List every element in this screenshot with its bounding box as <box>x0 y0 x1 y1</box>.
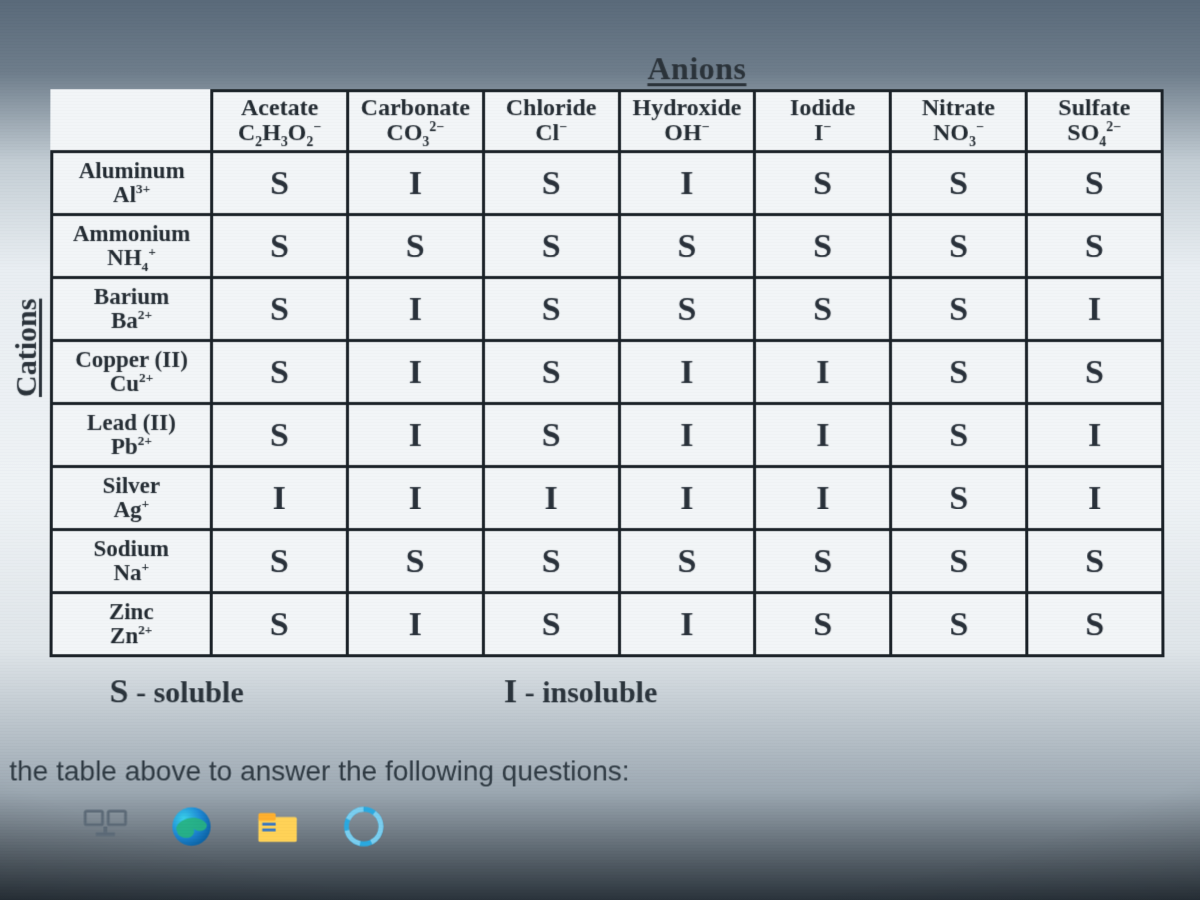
solubility-cell: I <box>347 278 483 341</box>
solubility-cell: S <box>619 215 755 278</box>
solubility-cell: S <box>891 278 1027 341</box>
cortana-icon[interactable] <box>338 801 390 853</box>
solubility-cell: S <box>755 593 891 656</box>
solubility-cell: S <box>891 530 1027 593</box>
anions-heading: Anions <box>50 50 1163 87</box>
solubility-cell: I <box>619 152 755 215</box>
cation-header: SodiumNa+ <box>51 530 211 593</box>
table-row: AmmoniumNH4+SSSSSSS <box>52 215 1163 278</box>
solubility-cell: S <box>891 404 1027 467</box>
solubility-cell: S <box>211 404 347 467</box>
solubility-cell: I <box>755 404 891 467</box>
solubility-cell: I <box>1026 278 1162 341</box>
table-row: Lead (II)Pb2+SISIISI <box>51 404 1162 467</box>
question-prompt: the table above to answer the following … <box>9 756 1164 788</box>
legend: S - soluble I - insoluble <box>110 674 1165 712</box>
solubility-cell: S <box>1027 530 1163 593</box>
solubility-cell: I <box>619 467 755 530</box>
solubility-cell: S <box>483 278 619 341</box>
solubility-cell: S <box>891 152 1027 215</box>
task-view-icon[interactable] <box>79 801 131 853</box>
solubility-cell: S <box>755 152 891 215</box>
solubility-cell: I <box>347 152 483 215</box>
table-row: ZincZn2+SISISSS <box>51 593 1163 656</box>
anion-header: Carbonate CO32− <box>347 91 483 152</box>
solubility-cell: S <box>891 341 1027 404</box>
table-row: Copper (II)Cu2+SISIISS <box>51 341 1162 404</box>
table-row: AluminumAl3+SISISSS <box>52 152 1163 215</box>
solubility-cell: S <box>483 530 619 593</box>
solubility-cell: S <box>619 530 755 593</box>
cation-header: BariumBa2+ <box>52 278 212 341</box>
table-row: SodiumNa+SSSSSSS <box>51 530 1163 593</box>
cation-header: SilverAg+ <box>51 467 211 530</box>
solubility-cell: S <box>211 341 347 404</box>
solubility-cell: I <box>347 593 483 656</box>
solubility-cell: S <box>755 530 891 593</box>
solubility-cell: S <box>211 530 347 593</box>
solubility-cell: I <box>347 467 483 530</box>
solubility-cell: I <box>211 467 347 530</box>
edge-browser-icon[interactable] <box>165 801 217 853</box>
solubility-cell: S <box>891 593 1027 656</box>
solubility-cell: I <box>1027 467 1163 530</box>
anion-header-row: Acetate C2H3O2− Carbonate CO32− Chloride… <box>52 91 1162 152</box>
solubility-cell: S <box>483 404 619 467</box>
solubility-cell: I <box>483 467 619 530</box>
solubility-cell: S <box>891 467 1027 530</box>
solubility-cell: S <box>755 278 891 341</box>
solubility-cell: S <box>347 215 483 278</box>
solubility-cell: S <box>1027 341 1163 404</box>
legend-insoluble: I - insoluble <box>504 674 657 712</box>
solubility-cell: I <box>755 467 891 530</box>
table-row: BariumBa2+SISSSSI <box>52 278 1163 341</box>
cation-header: ZincZn2+ <box>51 593 211 656</box>
anion-header: Chloride Cl− <box>483 91 619 152</box>
anion-header: Iodide I− <box>755 91 891 152</box>
solubility-cell: S <box>619 278 755 341</box>
anion-header: Sulfate SO42− <box>1026 91 1162 152</box>
solubility-table: Acetate C2H3O2− Carbonate CO32− Chloride… <box>50 89 1165 657</box>
corner-cell <box>52 91 212 152</box>
solubility-cell: S <box>211 593 347 656</box>
solubility-cell: S <box>483 593 619 656</box>
solubility-cell: S <box>891 215 1027 278</box>
solubility-cell: I <box>347 404 483 467</box>
solubility-cell: S <box>483 152 619 215</box>
anion-header: Acetate C2H3O2− <box>212 91 348 152</box>
anion-header: Hydroxide OH− <box>619 91 755 152</box>
cation-header: AmmoniumNH4+ <box>52 215 212 278</box>
cation-header: Copper (II)Cu2+ <box>51 341 211 404</box>
solubility-cell: S <box>212 278 348 341</box>
solubility-cell: S <box>1026 152 1162 215</box>
solubility-cell: I <box>619 341 755 404</box>
solubility-cell: S <box>212 152 348 215</box>
solubility-cell: S <box>755 215 891 278</box>
legend-soluble: S - soluble <box>110 674 244 712</box>
file-explorer-icon[interactable] <box>252 801 304 853</box>
solubility-cell: I <box>619 404 755 467</box>
solubility-cell: S <box>483 341 619 404</box>
cation-header: Lead (II)Pb2+ <box>51 404 211 467</box>
solubility-cell: I <box>755 341 891 404</box>
solubility-cell: I <box>347 341 483 404</box>
solubility-cell: I <box>1027 404 1163 467</box>
solubility-cell: S <box>1026 215 1162 278</box>
solubility-cell: S <box>483 215 619 278</box>
cations-heading: Cations <box>10 298 44 396</box>
solubility-cell: S <box>1027 593 1163 656</box>
cation-header: AluminumAl3+ <box>52 152 212 215</box>
solubility-cell: S <box>347 530 483 593</box>
solubility-table-region: Anions Cations Acetate C2H3O2− Carbonate <box>49 50 1164 711</box>
table-row: SilverAg+IIIIISI <box>51 467 1163 530</box>
anion-header: Nitrate NO3− <box>891 91 1027 152</box>
solubility-cell: S <box>212 215 348 278</box>
windows-taskbar <box>79 792 389 860</box>
solubility-cell: I <box>619 593 755 656</box>
